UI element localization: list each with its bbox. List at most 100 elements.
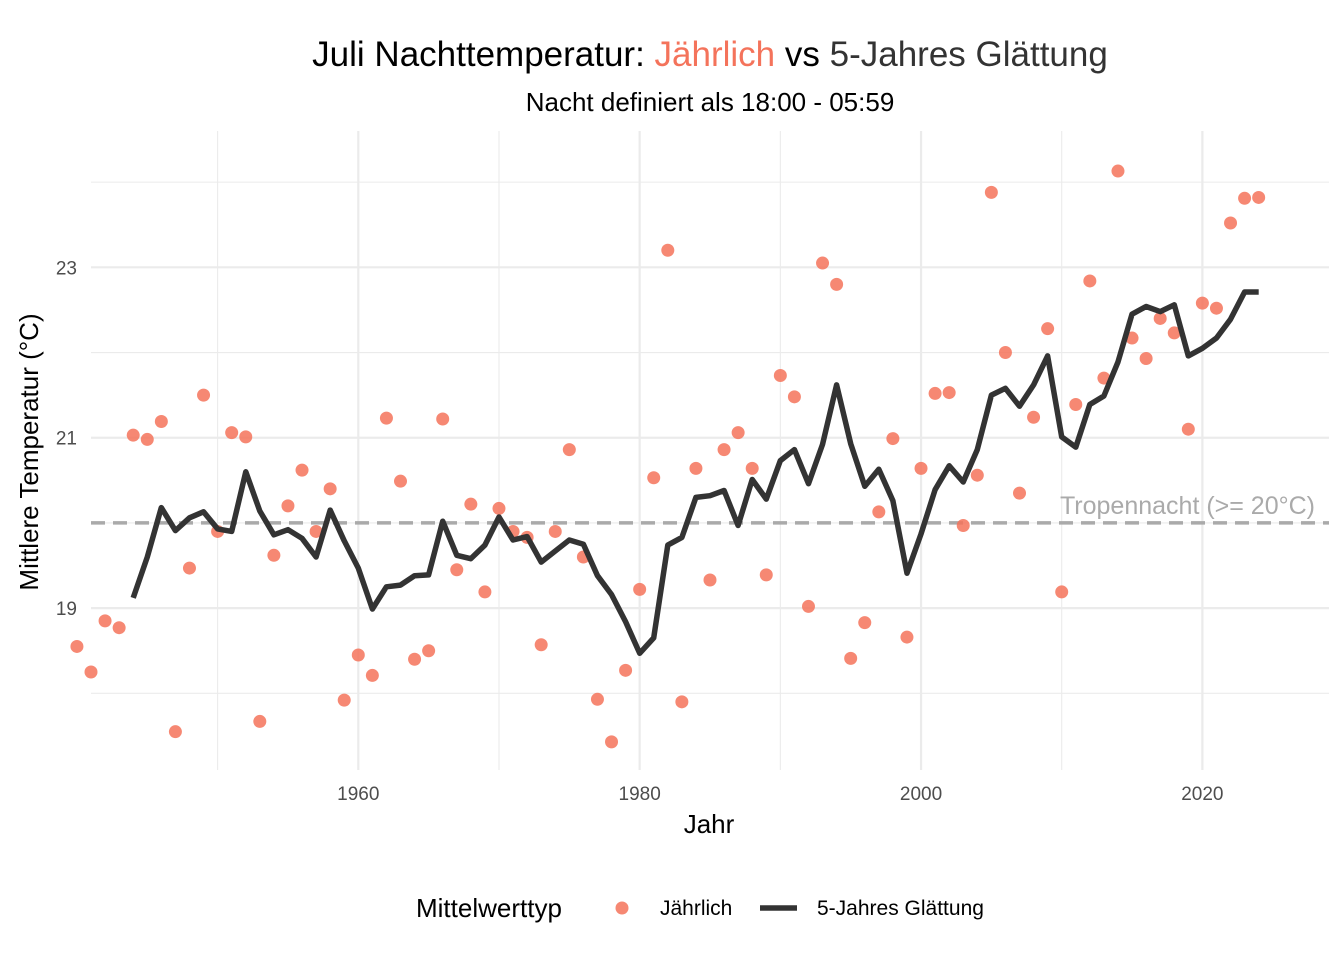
grid-minor — [91, 131, 1329, 770]
annual-point — [84, 665, 98, 679]
annual-point — [1224, 216, 1238, 230]
y-tick-label: 21 — [56, 429, 77, 450]
annual-point — [759, 568, 773, 582]
chart-title-annual: Jährlich — [655, 35, 776, 74]
annual-point — [112, 621, 126, 635]
annual-point — [225, 426, 239, 440]
annual-point — [548, 524, 562, 538]
y-tick-label: 23 — [56, 258, 77, 279]
annual-point — [70, 639, 84, 653]
annual-point — [816, 256, 830, 270]
chart-subtitle: Nacht definiert als 18:00 - 05:59 — [526, 87, 895, 117]
annual-point — [858, 616, 872, 630]
annual-point — [1027, 410, 1041, 424]
legend-title: Mittelwerttyp — [416, 893, 562, 923]
annual-point — [928, 386, 942, 400]
annual-point — [830, 277, 844, 291]
y-axis-title: Mittlere Temperatur (°C) — [14, 313, 44, 590]
annual-point — [379, 411, 393, 425]
y-tick-label: 19 — [56, 599, 77, 620]
annual-point — [197, 388, 211, 402]
annual-point — [450, 563, 464, 577]
annual-point — [1167, 326, 1181, 340]
annual-point — [351, 648, 365, 662]
annual-point — [168, 725, 182, 739]
annual-point — [717, 443, 731, 457]
annual-point — [844, 651, 858, 665]
annual-point — [1252, 190, 1266, 204]
grid-major — [91, 131, 1329, 770]
annual-point — [295, 463, 309, 477]
annual-point — [787, 390, 801, 404]
x-tick-label: 2020 — [1181, 784, 1223, 805]
annual-point — [1111, 164, 1125, 178]
annual-point — [1181, 422, 1195, 436]
x-tick-label: 1960 — [337, 784, 379, 805]
annual-point — [731, 426, 745, 440]
annual-point — [562, 443, 576, 457]
annual-point — [126, 428, 140, 442]
chart-title-part-1: Juli Nachttemperatur: — [312, 35, 654, 74]
x-tick-label: 1980 — [619, 784, 661, 805]
legend: Mittelwerttyp Jährlich 5-Jahres Glättung — [416, 893, 984, 923]
annual-point — [1139, 351, 1153, 365]
annual-point — [534, 638, 548, 652]
annual-point — [619, 663, 633, 677]
annual-point — [239, 430, 253, 444]
legend-annual-key — [615, 901, 629, 915]
x-tick-label: 2000 — [900, 784, 942, 805]
annual-point — [1083, 274, 1097, 288]
annual-point — [914, 461, 928, 475]
annual-point — [182, 561, 196, 575]
annual-point — [1195, 296, 1209, 310]
annual-point — [970, 468, 984, 482]
annual-point — [900, 630, 914, 644]
annual-point — [98, 614, 112, 628]
annual-point — [942, 386, 956, 400]
annual-point — [394, 474, 407, 488]
annual-point — [703, 573, 717, 587]
annual-points — [70, 164, 1266, 749]
annual-point — [464, 497, 478, 511]
annual-point — [801, 599, 815, 613]
annual-point — [365, 668, 379, 682]
annual-point — [689, 461, 703, 475]
annual-point — [154, 415, 168, 429]
annual-point — [323, 482, 337, 496]
annual-point — [1013, 486, 1026, 500]
annual-point — [478, 585, 492, 599]
legend-smooth-label: 5-Jahres Glättung — [817, 897, 984, 920]
annual-point — [872, 505, 886, 519]
annual-point — [309, 524, 323, 538]
annual-point — [1055, 585, 1069, 599]
annual-point — [998, 346, 1012, 360]
annual-point — [886, 432, 900, 446]
annual-point — [605, 735, 619, 749]
annual-point — [590, 692, 604, 706]
annual-point — [422, 644, 436, 658]
annual-point — [633, 582, 647, 596]
y-tick-labels: 19 21 23 — [56, 258, 77, 620]
annual-point — [956, 518, 970, 532]
annual-point — [267, 548, 281, 562]
annual-point — [1153, 311, 1167, 325]
annual-point — [1209, 301, 1223, 315]
annual-point — [984, 185, 998, 199]
x-axis-title: Jahr — [684, 809, 735, 839]
annual-point — [492, 501, 506, 515]
annual-point — [1041, 322, 1055, 336]
annual-point — [253, 714, 267, 728]
smooth-series-line — [130, 289, 1259, 657]
annual-point — [661, 243, 675, 257]
chart-title-part-3: vs — [775, 35, 829, 74]
threshold-label: Tropennacht (>= 20°C) — [1060, 492, 1315, 520]
annual-point — [281, 499, 295, 513]
annual-point — [1238, 191, 1252, 205]
chart-title: Juli Nachttemperatur: Jährlich vs 5-Jahr… — [312, 35, 1108, 74]
annual-point — [745, 461, 759, 475]
annual-point — [647, 471, 661, 485]
legend-annual-label: Jährlich — [660, 897, 732, 920]
annual-point — [675, 695, 689, 709]
x-tick-labels: 1960 1980 2000 2020 — [337, 784, 1223, 805]
